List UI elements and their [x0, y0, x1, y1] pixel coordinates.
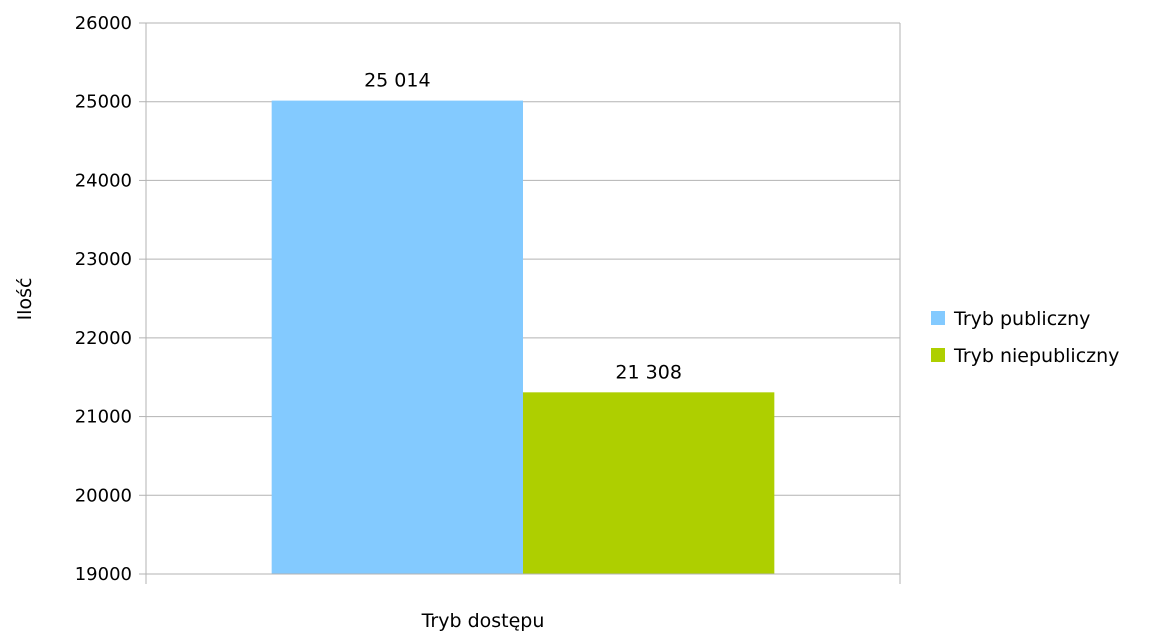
y-tick-label: 25000: [75, 92, 132, 113]
y-tick-label: 24000: [75, 170, 132, 191]
y-tick-label: 21000: [75, 407, 132, 428]
y-axis-title: Ilość: [14, 278, 36, 321]
y-tick-label: 26000: [75, 13, 132, 34]
data-label: 25 014: [364, 70, 430, 92]
legend-label: Tryb niepubliczny: [953, 345, 1119, 367]
axes: [139, 22, 900, 584]
legend-swatch: [931, 348, 945, 362]
x-axis-title: Tryb dostępu: [421, 610, 545, 632]
data-label: 21 308: [615, 361, 681, 383]
legend-label: Tryb publiczny: [953, 308, 1090, 330]
y-tick-label: 23000: [75, 249, 132, 270]
bars: [271, 100, 775, 574]
y-tick-labels: 19000 20000 21000 22000 23000 24000 25000 26000: [75, 13, 132, 585]
y-tick-label: 20000: [75, 485, 132, 506]
data-labels: 25 014 21 308: [364, 70, 682, 384]
bar-tryb-publiczny: [271, 100, 523, 574]
bar-tryb-niepubliczny: [523, 392, 775, 574]
legend: Tryb publiczny Tryb niepubliczny: [931, 308, 1119, 367]
y-tick-label: 22000: [75, 328, 132, 349]
y-tick-label: 19000: [75, 564, 132, 585]
legend-swatch: [931, 311, 945, 325]
